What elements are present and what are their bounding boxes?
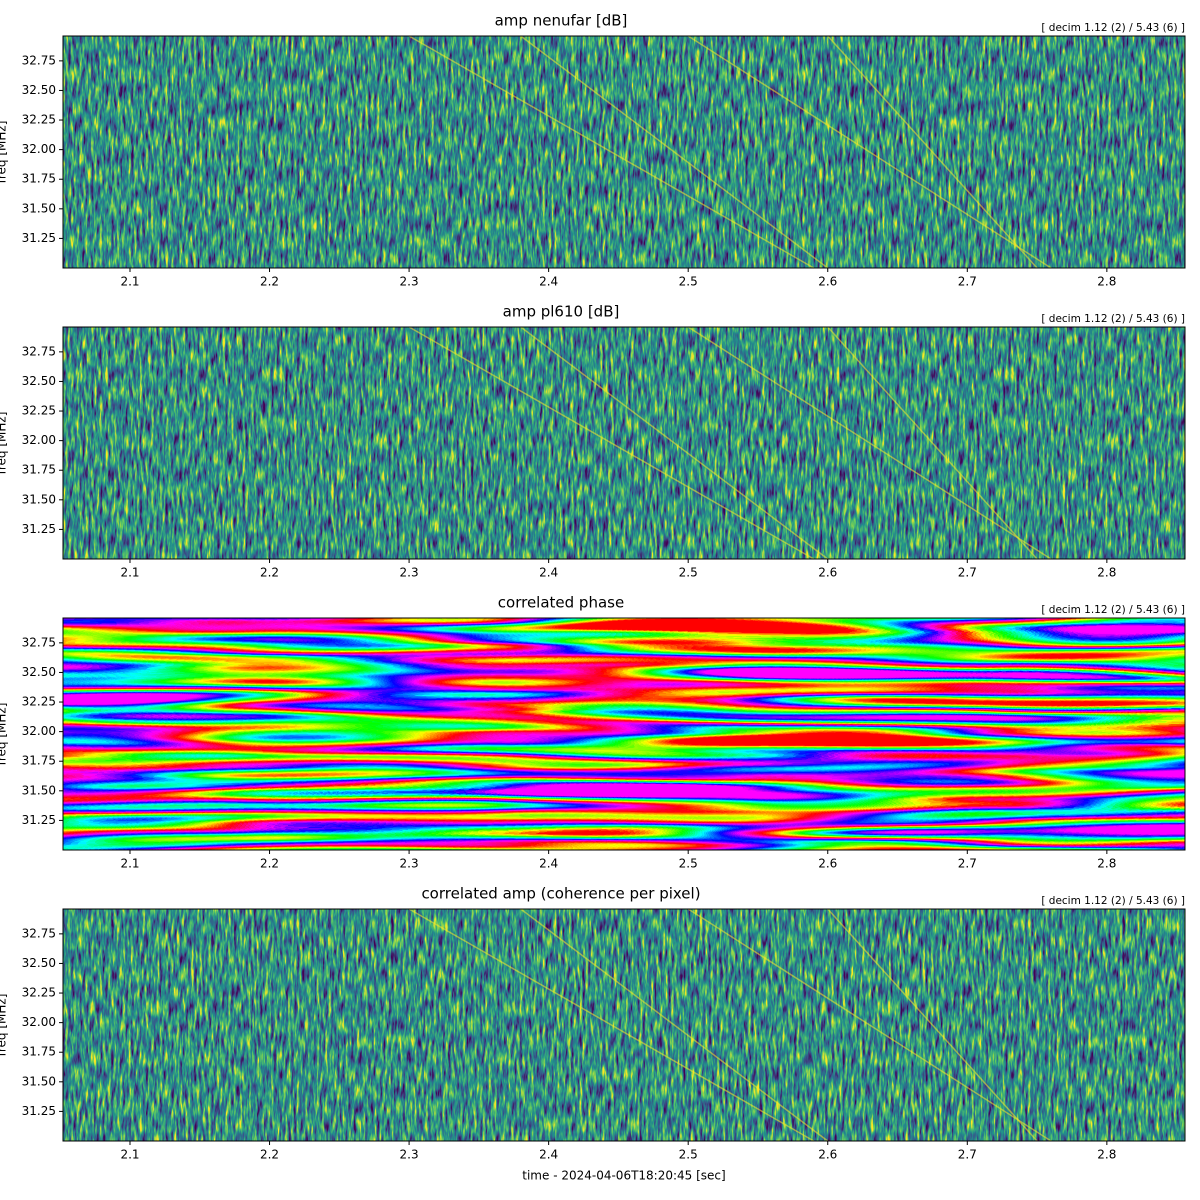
x-tick-label: 2.4 bbox=[539, 1148, 558, 1162]
y-tick-label: 32.75 bbox=[22, 344, 56, 358]
y-tick-label: 32.00 bbox=[22, 142, 56, 156]
y-tick-label: 31.50 bbox=[22, 492, 56, 506]
x-tick-label: 2.5 bbox=[679, 1148, 698, 1162]
x-tick-label: 2.5 bbox=[679, 857, 698, 871]
streak bbox=[827, 908, 1038, 1142]
streak bbox=[687, 326, 1052, 560]
heatmap-image bbox=[63, 618, 1185, 850]
y-tick-label: 31.25 bbox=[22, 1104, 56, 1118]
y-tick-label: 32.50 bbox=[22, 374, 56, 388]
y-tick-label: 31.75 bbox=[22, 754, 56, 768]
x-tick-label: 2.2 bbox=[260, 566, 279, 580]
x-tick-label: 2.8 bbox=[1097, 1148, 1116, 1162]
y-tick-label: 31.50 bbox=[22, 783, 56, 797]
y-tick-label: 32.25 bbox=[22, 113, 56, 127]
annotation: [ decim 1.12 (2) / 5.43 (6) ] bbox=[1041, 895, 1185, 907]
panel: 2.1 2.2 2.3 2.4 2.5 2.6 2.7 2.8 31.25 31.50 31.75 3… bbox=[0, 303, 1186, 580]
x-tick-label: 2.1 bbox=[120, 566, 139, 580]
y-axis-label: freq [MHz] bbox=[0, 994, 9, 1057]
y-axis-label: freq [MHz] bbox=[0, 703, 9, 766]
x-tick-label: 2.2 bbox=[260, 1148, 279, 1162]
x-axis-label: time - 2024-04-06T18:20:45 [sec] bbox=[522, 1169, 725, 1183]
annotation: [ decim 1.12 (2) / 5.43 (6) ] bbox=[1041, 604, 1185, 616]
streak bbox=[520, 35, 829, 269]
chart-title: correlated phase bbox=[498, 594, 624, 612]
y-tick-label: 32.00 bbox=[22, 433, 56, 447]
streak bbox=[408, 908, 815, 1142]
y-tick-label: 31.75 bbox=[22, 172, 56, 186]
y-tick-label: 32.50 bbox=[22, 956, 56, 970]
x-tick-label: 2.8 bbox=[1097, 857, 1116, 871]
y-tick-label: 32.25 bbox=[22, 986, 56, 1000]
x-tick-label: 2.7 bbox=[958, 275, 977, 289]
streak bbox=[408, 326, 815, 560]
x-tick-label: 2.6 bbox=[818, 857, 837, 871]
streak bbox=[520, 908, 829, 1142]
axes-frame bbox=[62, 617, 1186, 851]
chart-title: amp nenufar [dB] bbox=[495, 12, 628, 30]
x-tick-label: 2.7 bbox=[958, 566, 977, 580]
streak bbox=[827, 326, 1038, 560]
chart-title: amp pl610 [dB] bbox=[503, 303, 620, 321]
x-tick-label: 2.6 bbox=[818, 275, 837, 289]
x-tick-label: 2.4 bbox=[539, 566, 558, 580]
streak bbox=[408, 35, 815, 269]
x-tick-label: 2.7 bbox=[958, 857, 977, 871]
y-tick-label: 32.25 bbox=[22, 404, 56, 418]
x-tick-label: 2.8 bbox=[1097, 566, 1116, 580]
x-tick-label: 2.8 bbox=[1097, 275, 1116, 289]
streak bbox=[687, 35, 1052, 269]
y-tick-label: 32.25 bbox=[22, 695, 56, 709]
y-tick-label: 31.25 bbox=[22, 231, 56, 245]
annotation: [ decim 1.12 (2) / 5.43 (6) ] bbox=[1041, 22, 1185, 34]
annotation: [ decim 1.12 (2) / 5.43 (6) ] bbox=[1041, 313, 1185, 325]
y-tick-label: 31.75 bbox=[22, 463, 56, 477]
y-tick-label: 32.00 bbox=[22, 724, 56, 738]
axes-frame bbox=[62, 326, 1186, 560]
panel: 2.1 2.2 2.3 2.4 2.5 2.6 2.7 2.8 31.25 31.50 31.75 3… bbox=[0, 594, 1186, 871]
heatmap-image bbox=[63, 36, 1185, 268]
axes-frame bbox=[62, 35, 1186, 269]
y-axis-label: freq [MHz] bbox=[0, 121, 9, 184]
panel: 2.1 2.2 2.3 2.4 2.5 2.6 2.7 2.8 31.25 31.50 31.75 3… bbox=[0, 12, 1186, 289]
x-tick-label: 2.5 bbox=[679, 566, 698, 580]
x-tick-label: 2.1 bbox=[120, 1148, 139, 1162]
y-tick-label: 32.50 bbox=[22, 665, 56, 679]
x-tick-label: 2.3 bbox=[400, 1148, 419, 1162]
x-tick-label: 2.5 bbox=[679, 275, 698, 289]
x-tick-label: 2.3 bbox=[400, 857, 419, 871]
x-tick-label: 2.3 bbox=[400, 566, 419, 580]
x-tick-label: 2.3 bbox=[400, 275, 419, 289]
x-tick-label: 2.4 bbox=[539, 857, 558, 871]
y-tick-label: 31.75 bbox=[22, 1045, 56, 1059]
y-tick-label: 31.50 bbox=[22, 1074, 56, 1088]
panel: 2.1 2.2 2.3 2.4 2.5 2.6 2.7 2.8 31.25 31.50 31.75 3… bbox=[0, 885, 1186, 1183]
x-tick-label: 2.1 bbox=[120, 275, 139, 289]
x-tick-label: 2.1 bbox=[120, 857, 139, 871]
y-axis-label: freq [MHz] bbox=[0, 412, 9, 475]
streak bbox=[827, 35, 1038, 269]
x-tick-label: 2.6 bbox=[818, 1148, 837, 1162]
y-tick-label: 32.75 bbox=[22, 635, 56, 649]
heatmap-image bbox=[63, 909, 1185, 1141]
y-tick-label: 31.25 bbox=[22, 522, 56, 536]
y-tick-label: 32.50 bbox=[22, 83, 56, 97]
x-tick-label: 2.6 bbox=[818, 566, 837, 580]
x-tick-label: 2.7 bbox=[958, 1148, 977, 1162]
y-tick-label: 32.75 bbox=[22, 926, 56, 940]
x-tick-label: 2.4 bbox=[539, 275, 558, 289]
heatmap-image bbox=[63, 327, 1185, 559]
y-tick-label: 32.00 bbox=[22, 1015, 56, 1029]
chart-title: correlated amp (coherence per pixel) bbox=[421, 885, 700, 903]
streak bbox=[687, 908, 1052, 1142]
x-tick-label: 2.2 bbox=[260, 857, 279, 871]
y-tick-label: 31.50 bbox=[22, 201, 56, 215]
streak bbox=[520, 326, 829, 560]
y-tick-label: 32.75 bbox=[22, 53, 56, 67]
x-tick-label: 2.2 bbox=[260, 275, 279, 289]
y-tick-label: 31.25 bbox=[22, 813, 56, 827]
axes-frame bbox=[62, 908, 1186, 1142]
